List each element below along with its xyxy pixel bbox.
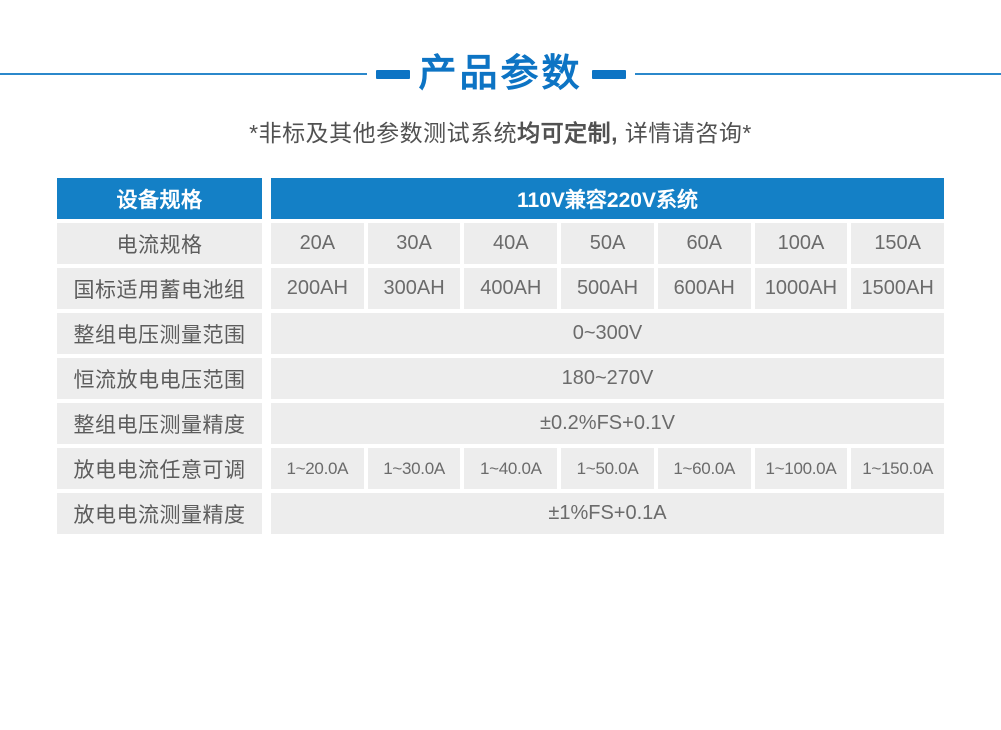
value-cell: 300AH: [367, 268, 461, 309]
value-cell: 500AH: [561, 268, 654, 309]
value-cell: 30A: [367, 223, 461, 264]
row-label: 国标适用蓄电池组: [57, 268, 262, 309]
table-row: 恒流放电电压范围 180~270V: [57, 358, 944, 399]
system-header-cell: 110V兼容220V系统: [271, 178, 944, 219]
value-cell: 40A: [464, 223, 558, 264]
value-cell: 1~20.0A: [271, 448, 364, 489]
customization-note: *非标及其他参数测试系统均可定制, 详情请咨询*: [0, 114, 1001, 148]
row-label: 电流规格: [57, 223, 262, 264]
table-row: 整组电压测量精度 ±0.2%FS+0.1V: [57, 403, 944, 444]
section-title-band: 产品参数: [0, 50, 1001, 98]
value-cell: 600AH: [657, 268, 751, 309]
corner-header-cell: 设备规格: [57, 178, 262, 219]
row-label: 恒流放电电压范围: [57, 358, 262, 399]
title-dash-left: [375, 69, 410, 79]
value-cell: 1~50.0A: [561, 448, 654, 489]
value-cell: 1000AH: [754, 268, 848, 309]
table-body: 电流规格 20A 30A 40A 50A 60A 100A 150A 国标适用蓄电池组 200AH…: [57, 223, 945, 534]
value-cell: 60A: [657, 223, 751, 264]
table-row: 国标适用蓄电池组 200AH 300AH 400AH 500AH 600AH 1000AH 1…: [57, 268, 945, 309]
row-label: 放电电流任意可调: [57, 448, 262, 489]
table-row: 电流规格 20A 30A 40A 50A 60A 100A 150A: [57, 223, 945, 264]
row-label: 放电电流测量精度: [57, 493, 262, 534]
table-row: 整组电压测量范围 0~300V: [57, 313, 944, 354]
title-rule-right: [634, 73, 1001, 75]
value-cell: 1~30.0A: [367, 448, 461, 489]
title-dash-right: [591, 69, 626, 79]
value-cell: 1~100.0A: [754, 448, 848, 489]
merged-value-cell: 180~270V: [271, 358, 944, 399]
title-rule-left: [0, 73, 367, 75]
value-cell: 150A: [851, 223, 945, 264]
value-cell: 1500AH: [851, 268, 945, 309]
customization-note-prefix: *非标及其他参数测试系统: [249, 120, 518, 146]
merged-value-cell: ±1%FS+0.1A: [271, 493, 944, 534]
merged-value-cell: ±0.2%FS+0.1V: [271, 403, 944, 444]
value-cell: 1~40.0A: [464, 448, 558, 489]
value-cell: 1~60.0A: [657, 448, 751, 489]
merged-value-cell: 0~300V: [271, 313, 944, 354]
value-cell: 50A: [561, 223, 654, 264]
customization-note-bold: 均可定制,: [517, 120, 618, 146]
table-row: 放电电流测量精度 ±1%FS+0.1A: [57, 493, 944, 534]
value-cell: 1~150.0A: [851, 448, 945, 489]
table-row: 放电电流任意可调 1~20.0A 1~30.0A 1~40.0A 1~50.0A 1~60…: [57, 448, 945, 489]
value-cell: 200AH: [271, 268, 364, 309]
customization-note-suffix: 详情请咨询*: [618, 120, 752, 146]
row-label: 整组电压测量范围: [57, 313, 262, 354]
product-parameters-section: 产品参数 *非标及其他参数测试系统均可定制, 详情请咨询* 设备规格 110V兼…: [0, 50, 1001, 730]
table-header-row: 设备规格 110V兼容220V系统: [57, 178, 944, 219]
spec-table: 设备规格 110V兼容220V系统 电流规格 20A 30A 40A 50A 60A 100…: [57, 178, 945, 534]
row-label: 整组电压测量精度: [57, 403, 262, 444]
value-cell: 400AH: [464, 268, 558, 309]
value-cell: 100A: [754, 223, 848, 264]
value-cell: 20A: [271, 223, 364, 264]
page-title: 产品参数: [418, 53, 583, 95]
